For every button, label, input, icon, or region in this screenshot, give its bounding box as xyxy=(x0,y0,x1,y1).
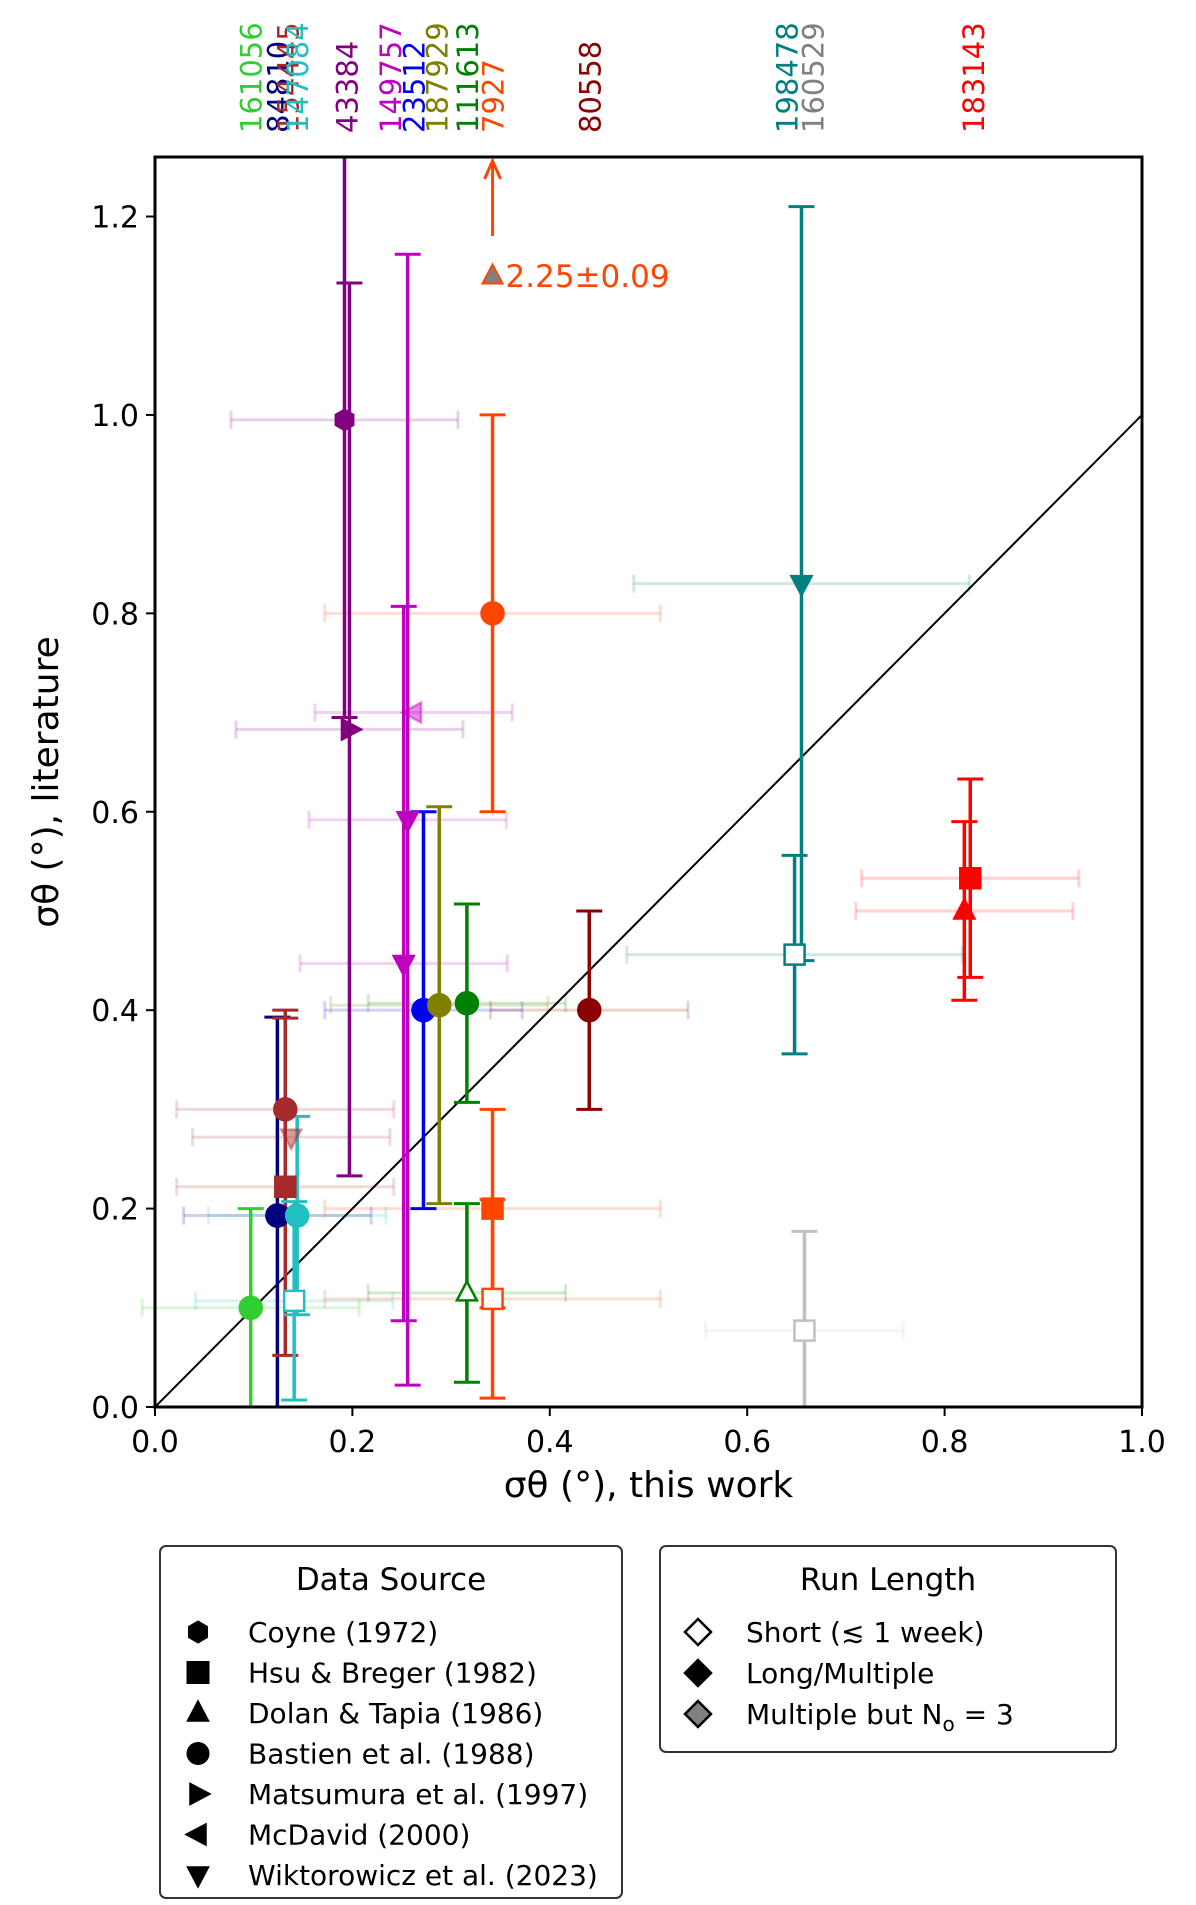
x-tick-label: 0.8 xyxy=(921,1425,969,1460)
y-error-bars xyxy=(237,157,984,1409)
legend-run-label: Multiple but No = 3 xyxy=(746,1698,1014,1736)
top-label-198478: 198478 xyxy=(771,22,805,133)
legend-marker-triangle-down xyxy=(186,1866,210,1889)
y-tick-label: 1.0 xyxy=(91,399,139,434)
top-label-111613: 111613 xyxy=(451,22,485,133)
point-149757-triangle-left xyxy=(399,700,423,725)
identity-line-layer xyxy=(154,414,1143,1408)
legend-run-length-entries: Short (≲ 1 week) Long/Multiple Multiple bu… xyxy=(683,1616,1014,1736)
point-161056-circle xyxy=(238,1295,263,1320)
top-label-161056: 161056 xyxy=(235,22,269,133)
point-198478-square xyxy=(783,943,806,966)
point-154445-triangle-down xyxy=(279,1128,304,1152)
point-7927-circle xyxy=(480,601,505,626)
x-axis-label: σθ (°), this work xyxy=(504,1465,794,1506)
offscale-label: 2.25±0.09 xyxy=(506,259,670,295)
legend-run-length-box xyxy=(659,1545,1117,1753)
legend-run-label-text: Long/Multiple xyxy=(746,1657,934,1690)
legend-marker-triangle-right xyxy=(189,1782,212,1806)
top-label-187929: 187929 xyxy=(420,22,454,133)
top-label-7927: 7927 xyxy=(477,59,511,133)
top-label-160529: 160529 xyxy=(796,22,830,133)
legend-source-label: Matsumura et al. (1997) xyxy=(248,1778,588,1811)
point-149757-triangle-down xyxy=(395,810,420,834)
legend-diamond-2 xyxy=(683,1699,713,1729)
point-160529-square xyxy=(793,1319,816,1342)
point-154445-circle xyxy=(273,1097,298,1122)
legend-source-label: McDavid (2000) xyxy=(248,1819,470,1852)
identity-line xyxy=(154,414,1143,1408)
x-tick-label: 0.6 xyxy=(723,1425,771,1460)
point-111613-triangle-up xyxy=(454,1278,479,1302)
point-7927-square xyxy=(481,1287,504,1311)
legend-data-source-title: Data Source xyxy=(296,1562,486,1598)
x-tick-label: 1.0 xyxy=(1118,1425,1166,1460)
y-tick-label: 0.8 xyxy=(91,597,139,632)
top-label-84810: 84810 xyxy=(261,41,295,133)
point-149757-triangle-down xyxy=(391,954,416,978)
point-198478-triangle-down xyxy=(789,574,814,598)
legend-data-source-box xyxy=(159,1545,623,1899)
legend-source-label: Dolan & Tapia (1986) xyxy=(248,1697,543,1730)
point-43384-hexagon xyxy=(334,408,355,432)
legend-run-label: Long/Multiple xyxy=(746,1657,934,1690)
top-label-149757: 149757 xyxy=(374,22,408,133)
top-label-147084: 147084 xyxy=(281,22,315,133)
legend-marker-square xyxy=(186,1661,210,1684)
point-147084-circle xyxy=(284,1203,310,1228)
point-80558-circle xyxy=(577,998,602,1023)
top-label-183143: 183143 xyxy=(957,22,991,133)
legend-data-source: Data Source Coyne (1972) Hsu & Breger (19… xyxy=(159,1545,623,1899)
legend-marker-circle xyxy=(186,1742,210,1765)
legend-source-label: Wiktorowicz et al. (2023) xyxy=(248,1859,598,1892)
x-tick-label: 0.4 xyxy=(526,1425,574,1460)
legend-source-label: Coyne (1972) xyxy=(248,1616,438,1649)
point-183143-triangle-up xyxy=(952,896,977,920)
legend-source-label: Bastien et al. (1988) xyxy=(248,1738,535,1771)
legend-run-length: Run Length Short (≲ 1 week) Long/Multiple… xyxy=(659,1545,1117,1753)
legend-run-length-title: Run Length xyxy=(800,1562,976,1598)
x-tick-label: 0.2 xyxy=(329,1425,377,1460)
legend-run-label-text: Short (≲ 1 week) xyxy=(746,1616,985,1649)
y-axis-label: σθ (°), literature xyxy=(26,636,67,927)
point-147084-square xyxy=(282,1289,306,1313)
legend-data-source-entries: Coyne (1972) Hsu & Breger (1982) Dolan & T… xyxy=(184,1616,598,1892)
y-tick-label: 0.4 xyxy=(91,994,139,1029)
legend-run-label: Short (≲ 1 week) xyxy=(746,1616,985,1649)
point-154445-square xyxy=(274,1175,297,1199)
y-tick-label: 0.6 xyxy=(91,796,139,831)
data-markers xyxy=(238,408,982,1342)
offscale-arrowhead xyxy=(483,157,502,180)
axis-ticks: 0.0 0.2 0.4 0.6 0.8 1.0 0.0 0.2 0.4 0.6 0.8 1.0 1.2 xyxy=(91,201,1166,1460)
point-7927-square xyxy=(481,1197,504,1220)
y-tick-label: 1.2 xyxy=(91,201,139,236)
legend-marker-hexagon xyxy=(188,1620,208,1644)
legend-run-label-sub: o xyxy=(942,1712,954,1736)
legend-diamond-0 xyxy=(683,1617,713,1647)
top-label-154445: 154445 xyxy=(271,22,305,133)
legend-run-label-suffix: = 3 xyxy=(955,1698,1014,1731)
legend-source-label: Hsu & Breger (1982) xyxy=(248,1657,537,1690)
x-tick-label: 0.0 xyxy=(131,1425,179,1460)
point-111613-circle xyxy=(454,991,480,1016)
legend-diamond-1 xyxy=(683,1658,713,1688)
offscale-annotation: 2.25±0.09 xyxy=(480,157,670,295)
top-label-80558: 80558 xyxy=(573,41,607,133)
point-187929-circle xyxy=(427,993,452,1018)
offscale-marker xyxy=(480,262,505,285)
legend-run-label-text: Multiple but N xyxy=(746,1698,942,1731)
legend-marker-triangle-left xyxy=(184,1822,207,1847)
y-tick-label: 0.2 xyxy=(91,1193,139,1228)
top-label-23512: 23512 xyxy=(398,41,432,133)
point-183143-square xyxy=(959,866,982,890)
legend-marker-triangle-up xyxy=(186,1699,210,1722)
y-tick-label: 0.0 xyxy=(91,1391,139,1426)
top-label-43384: 43384 xyxy=(330,41,364,133)
plot-frame xyxy=(153,155,1144,1409)
point-43384-triangle-right xyxy=(340,717,364,742)
